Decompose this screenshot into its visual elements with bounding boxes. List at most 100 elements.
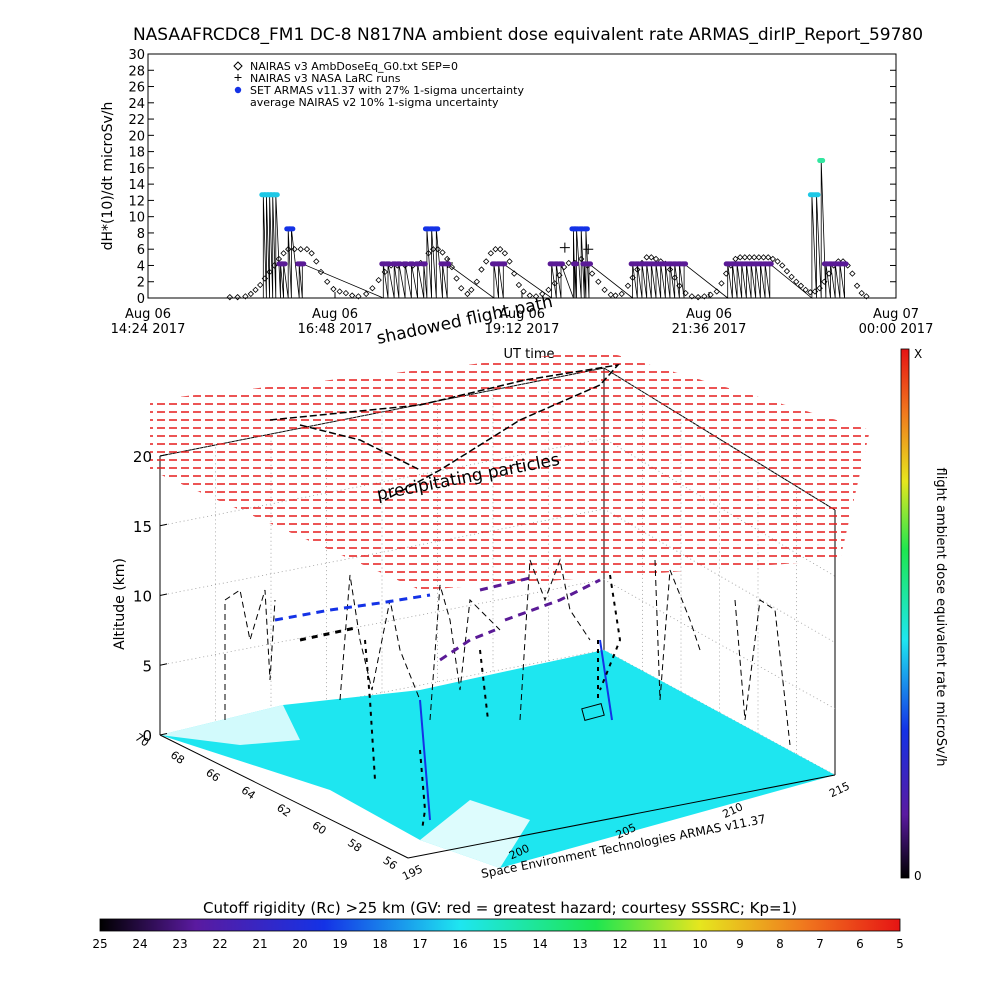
- nairas-v3-point: [565, 259, 572, 267]
- nairas-v3-point: [375, 276, 382, 284]
- armas-point: [279, 261, 288, 267]
- x-tick-label: Aug 06: [686, 307, 732, 322]
- cutoff-rigidity-tick-label: 15: [492, 937, 507, 951]
- nairas-v3-point: [601, 286, 608, 294]
- nairas-v3-point: [317, 268, 325, 276]
- nairas-v3-point: [858, 289, 865, 297]
- nairas-v3-point: [381, 268, 389, 276]
- nairas-v3-point: [607, 291, 614, 298]
- nairas-v3-point: [252, 286, 259, 294]
- armas-point: [585, 261, 594, 267]
- x-tick-label: 00:00 2017: [859, 322, 934, 337]
- cutoff-rigidity-tick-label: 6: [856, 937, 864, 951]
- aircraft-position-marker: [581, 703, 605, 721]
- armas-point: [840, 261, 849, 267]
- map-ocean: [160, 705, 300, 745]
- x-tick-label: 21:36 2017: [672, 322, 747, 337]
- nairas-v3-point: [482, 258, 490, 265]
- nairas-v3-point: [713, 288, 720, 295]
- nairas-v3-point: [501, 250, 509, 257]
- nairas-v3-point: [439, 249, 446, 256]
- x-tick-label: 14:24 2017: [111, 322, 186, 337]
- chart-title: NASAAFRCDC8_FM1 DC-8 N817NA ambient dose…: [133, 25, 923, 45]
- flight-track-dark: [364, 574, 622, 831]
- nairas-v3-point: [671, 274, 678, 281]
- cutoff-rigidity-tick-label: 24: [132, 937, 147, 951]
- projected-flight-path: [269, 363, 620, 501]
- nairas-v3-point: [324, 278, 331, 285]
- nairas-v3-point: [506, 258, 513, 265]
- armas-point: [419, 261, 428, 267]
- latitude-tick-label: 60: [310, 819, 329, 838]
- cutoff-rigidity-tick-label: 25: [92, 937, 107, 951]
- legend-label: NAIRAS v3 NASA LaRC runs: [250, 72, 401, 85]
- nairas-v3-point: [242, 293, 249, 300]
- nairas-v3-point: [707, 291, 714, 298]
- dose-rate-colorbar-gradient: [900, 348, 910, 879]
- nairas-v3-point: [425, 250, 432, 257]
- dot-marker-icon: [234, 86, 242, 94]
- nairas-v3-point: [515, 281, 523, 289]
- cutoff-rigidity-gradient: [99, 918, 901, 932]
- nairas-v3-point: [551, 280, 558, 287]
- altitude-tick-label: 10: [133, 588, 152, 606]
- y-tick-label: 2: [137, 276, 145, 291]
- latitude-tick-label: 58: [345, 836, 364, 855]
- nairas-v3-point: [741, 254, 749, 261]
- nairas-v3-point: [348, 292, 356, 299]
- y-tick-label: 0: [137, 292, 145, 307]
- cutoff-rigidity-tick-label: 18: [372, 937, 387, 951]
- legend-item-nairas-v3: NAIRAS v3 AmbDoseEq_G0.txt SEP=0: [233, 60, 458, 73]
- cutoff-rigidity-tick-label: 20: [292, 937, 307, 951]
- armas-point: [680, 261, 689, 267]
- longitude-tick-label: 215: [827, 779, 852, 800]
- armas-point: [383, 261, 392, 267]
- nairas-v3-point: [532, 293, 540, 300]
- cutoff-rigidity-tick-label: 7: [816, 937, 824, 951]
- armas-point: [570, 261, 579, 267]
- larc-point: [559, 242, 570, 253]
- x-tick-label: 16:48 2017: [298, 322, 373, 337]
- map-surface: [160, 639, 835, 868]
- latitude-tick-label: 56: [381, 854, 400, 873]
- y-axis-label: dH*(10)/dt microSv/h: [100, 102, 116, 251]
- altitude-tick-label: 15: [133, 518, 152, 536]
- x-tick-label: Aug 07: [873, 307, 919, 322]
- cutoff-rigidity-map: [160, 650, 835, 868]
- altitude-axis-label: Altitude (km): [112, 558, 128, 650]
- nairas-v3-point: [444, 255, 451, 263]
- nairas-v3-point: [634, 266, 641, 273]
- nairas-v3-point: [751, 254, 758, 261]
- y-tick-label: 10: [128, 211, 145, 226]
- vertical-flight-profiles: [224, 558, 791, 746]
- larc-series: [442, 242, 594, 269]
- altitude-tick-label: 5: [142, 657, 152, 675]
- legend-item-nairas-v2: average NAIRAS v2 10% 1-sigma uncertaint…: [250, 96, 499, 109]
- cutoff-rigidity-tick-label: 13: [572, 937, 587, 951]
- nairas-v3-point: [588, 270, 596, 277]
- armas-point: [556, 261, 565, 267]
- altitude-tick: [159, 593, 168, 596]
- nairas-v3-point: [355, 293, 362, 300]
- nairas-v3-point: [266, 268, 273, 276]
- nairas-v3-point: [234, 294, 241, 301]
- y-tick-label: 22: [128, 113, 145, 128]
- nairas-v3-point: [618, 290, 625, 298]
- nairas-v3-point: [336, 288, 343, 295]
- nairas-v3-point: [271, 262, 278, 269]
- y-tick-label: 18: [128, 146, 145, 161]
- altitude-tick-label: 0: [142, 727, 152, 745]
- armas-point: [765, 261, 774, 267]
- armas-point: [581, 226, 590, 232]
- x-tick-label: 19:12 2017: [485, 322, 560, 337]
- armas-point: [287, 226, 296, 232]
- nairas-v3-point: [779, 262, 786, 269]
- nairas-v3-point: [718, 280, 725, 287]
- y-tick-label: 14: [128, 178, 145, 193]
- nairas-v3-point: [297, 246, 304, 253]
- latitude-tick-label: 62: [274, 801, 293, 820]
- nairas-v3-point: [487, 250, 494, 257]
- longitude-tick-label: 195: [400, 862, 425, 883]
- armas-point: [298, 261, 307, 267]
